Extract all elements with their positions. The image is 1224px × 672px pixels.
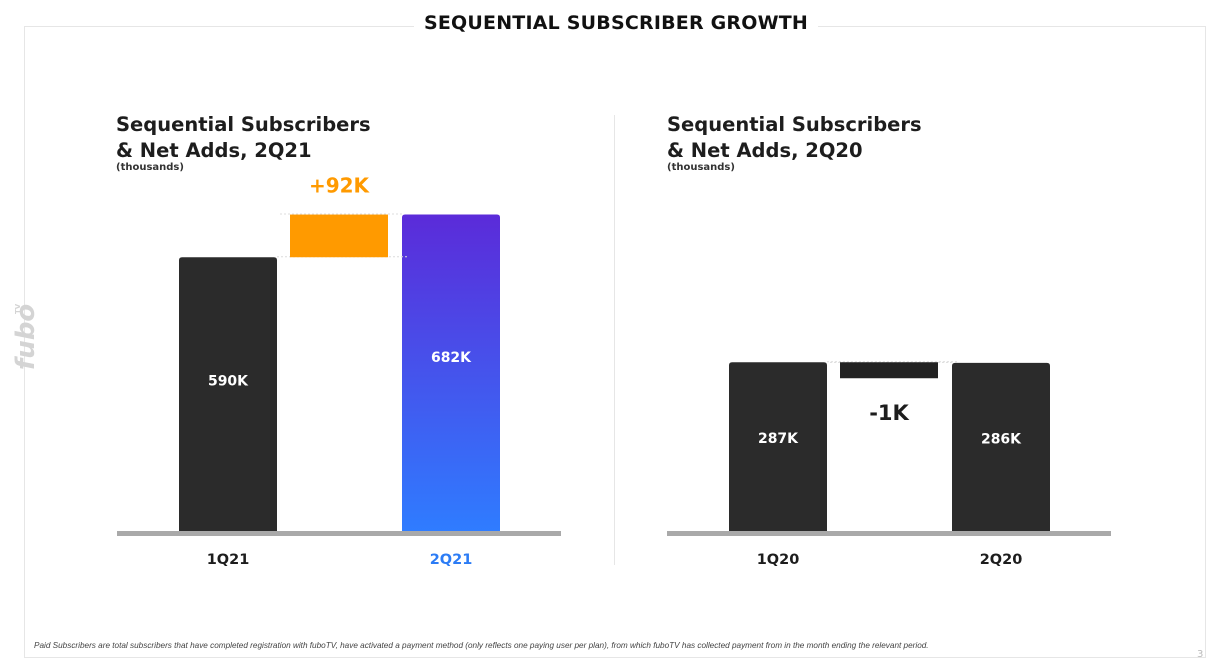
panel-1-title-line1: Sequential Subscribers bbox=[116, 113, 371, 136]
chart-2q21-category-label: 2Q21 bbox=[430, 552, 473, 568]
chart-2q20-bar-2q20 bbox=[952, 362, 1050, 531]
panel-divider bbox=[614, 115, 615, 565]
chart-2q20-axis bbox=[667, 531, 1111, 536]
chart-2q20-net-add-step bbox=[840, 362, 938, 379]
fubo-logo-superscript: TV bbox=[14, 303, 22, 314]
panel-2-title-line2: & Net Adds, 2Q20 bbox=[667, 139, 863, 162]
chart-2q20: 287K 1Q20 286K 2Q20 -1K bbox=[667, 361, 1111, 568]
chart-2q20-bar-1q20 bbox=[729, 362, 827, 531]
panel-1-title: Sequential Subscribers & Net Adds, 2Q21 bbox=[116, 112, 371, 164]
frame-top-line-left bbox=[24, 26, 414, 27]
chart-2q20-net-add-label: -1K bbox=[869, 401, 909, 425]
footnote: Paid Subscribers are total subscribers t… bbox=[34, 641, 929, 650]
panel-1-title-line2: & Net Adds, 2Q21 bbox=[116, 139, 312, 162]
panel-2-title-line1: Sequential Subscribers bbox=[667, 113, 922, 136]
chart-2q21-value-label: 590K bbox=[208, 373, 249, 389]
panel-2-subtitle: (thousands) bbox=[667, 162, 735, 173]
page-title: SEQUENTIAL SUBSCRIBER GROWTH bbox=[423, 12, 808, 34]
chart-2q21-net-add-label: +92K bbox=[309, 174, 371, 198]
chart-2q21-value-label: 682K bbox=[431, 350, 472, 366]
chart-2q21: 590K 1Q21 682K 2Q21 +92K bbox=[117, 174, 561, 568]
chart-2q21-category-label: 1Q21 bbox=[207, 552, 250, 568]
chart-2q20-value-label: 287K bbox=[758, 431, 799, 447]
chart-2q21-net-add-step bbox=[290, 214, 388, 258]
chart-2q21-bar-1q21 bbox=[179, 257, 277, 531]
slide-frame bbox=[24, 26, 1206, 658]
chart-2q21-axis bbox=[117, 531, 561, 536]
fubo-logo-text: fubo bbox=[11, 304, 41, 370]
chart-2q20-value-label: 286K bbox=[981, 432, 1022, 448]
chart-2q20-category-label: 1Q20 bbox=[757, 552, 800, 568]
chart-2q20-category-label: 2Q20 bbox=[980, 552, 1023, 568]
page-number: 3 bbox=[1197, 649, 1204, 660]
panel-1-subtitle: (thousands) bbox=[116, 162, 184, 173]
chart-2q21-bar-2q21 bbox=[402, 214, 500, 531]
frame-top-line-right bbox=[818, 26, 1206, 27]
fubo-logo: fubo TV bbox=[11, 303, 41, 370]
panel-2-title: Sequential Subscribers & Net Adds, 2Q20 bbox=[667, 112, 922, 164]
